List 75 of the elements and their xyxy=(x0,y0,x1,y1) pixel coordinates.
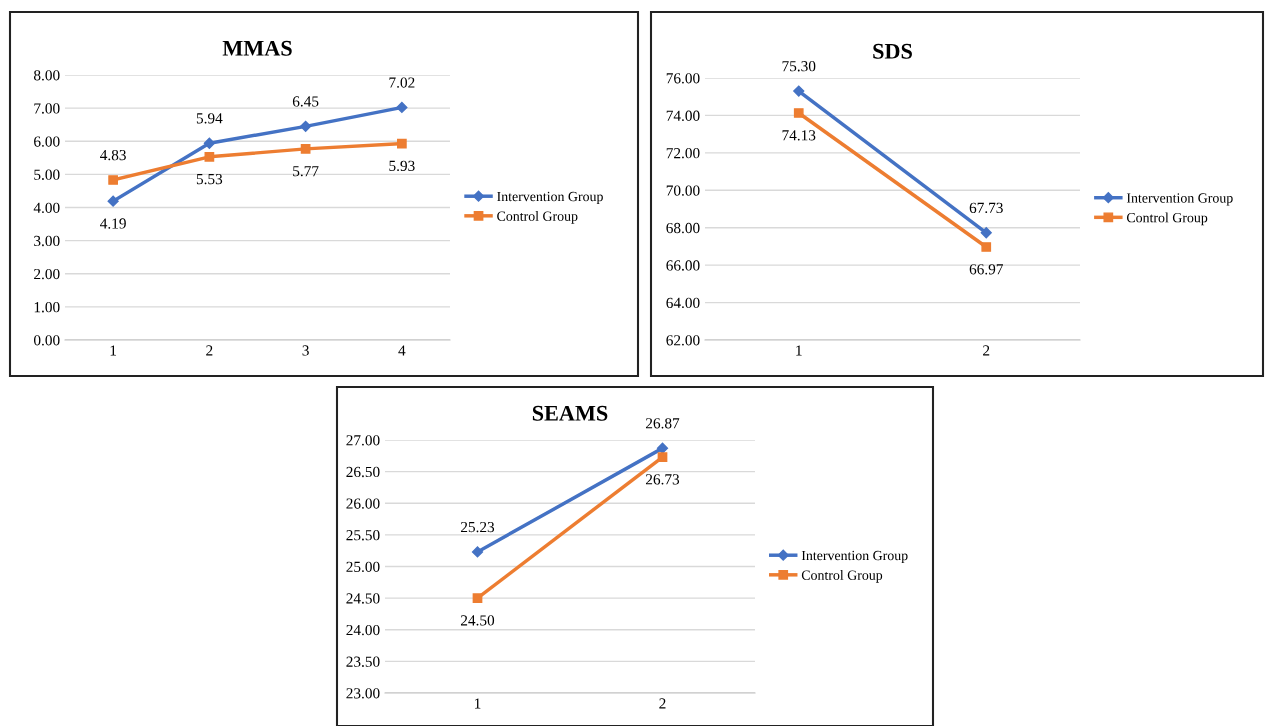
y-tick-label: 0.00 xyxy=(33,335,60,346)
chart-title: MMAS xyxy=(222,40,292,56)
data-label: 5.93 xyxy=(389,160,415,172)
data-label: 66.97 xyxy=(969,264,1003,275)
y-tick-label: 2.00 xyxy=(34,268,60,280)
x-tick-label: 3 xyxy=(302,345,309,356)
point xyxy=(204,151,215,162)
legend-label: Intervention Group xyxy=(801,550,908,564)
point xyxy=(300,120,312,132)
y-tick-label: 74.00 xyxy=(666,110,700,121)
legend-label: Intervention Group xyxy=(497,191,603,205)
y-tick-label: 76.00 xyxy=(666,73,700,84)
point xyxy=(656,442,669,454)
data-label: 5.77 xyxy=(293,166,319,177)
data-label: 4.19 xyxy=(100,218,126,229)
y-tick-label: 6.00 xyxy=(34,136,60,147)
data-label: 24.50 xyxy=(460,615,495,626)
x-tick-label: 1 xyxy=(110,345,117,356)
y-tick-label: 7.00 xyxy=(34,103,60,114)
data-label: 25.23 xyxy=(460,521,495,533)
point xyxy=(203,137,215,149)
x-tick-label: 2 xyxy=(206,345,213,356)
y-tick-label: 1.00 xyxy=(34,302,60,313)
point xyxy=(300,144,311,154)
data-label: 74.13 xyxy=(782,130,816,141)
point xyxy=(472,593,483,603)
legend-label: Control Group xyxy=(1126,212,1208,226)
point xyxy=(981,242,992,252)
point xyxy=(657,452,668,462)
point xyxy=(108,175,118,185)
point xyxy=(793,85,805,97)
x-tick-label: 2 xyxy=(659,698,666,709)
y-tick-label: 66.00 xyxy=(666,260,700,271)
point xyxy=(107,195,119,207)
y-tick-label: 62.00 xyxy=(666,335,700,346)
y-tick-label: 27.00 xyxy=(346,435,380,446)
point xyxy=(396,101,408,114)
x-tick-label: 1 xyxy=(796,345,802,356)
y-tick-label: 24.50 xyxy=(346,593,380,604)
legend-label: Control Group xyxy=(801,570,883,583)
data-label: 67.73 xyxy=(969,202,1003,214)
y-tick-label: 8.00 xyxy=(33,70,60,81)
point xyxy=(397,138,407,149)
point xyxy=(793,108,804,118)
y-tick-label: 26.50 xyxy=(346,466,380,478)
legend-label: Control Group xyxy=(497,211,578,224)
y-tick-label: 25.00 xyxy=(346,561,380,573)
y-tick-label: 64.00 xyxy=(666,297,700,309)
data-label: 6.45 xyxy=(292,96,319,107)
data-label: 5.53 xyxy=(196,173,223,185)
y-tick-label: 24.00 xyxy=(346,624,380,636)
y-tick-label: 26.00 xyxy=(346,498,380,509)
data-label: 4.83 xyxy=(100,149,126,161)
data-label: 26.73 xyxy=(645,474,680,485)
data-label: 26.87 xyxy=(645,418,680,429)
chart-title: SDS xyxy=(873,43,912,59)
y-tick-label: 4.00 xyxy=(33,202,60,214)
y-tick-label: 68.00 xyxy=(666,222,700,234)
y-tick-label: 5.00 xyxy=(34,169,60,180)
y-tick-label: 23.00 xyxy=(346,688,380,699)
x-tick-label: 1 xyxy=(475,698,481,709)
point xyxy=(471,546,484,558)
chart-title: SEAMS xyxy=(532,405,608,421)
point xyxy=(980,227,992,239)
data-label: 75.30 xyxy=(782,61,816,72)
legend-label: Intervention Group xyxy=(1126,193,1233,206)
y-tick-label: 23.50 xyxy=(346,656,380,667)
data-label: 5.94 xyxy=(196,113,223,124)
y-tick-label: 70.00 xyxy=(666,185,700,196)
y-tick-label: 25.50 xyxy=(346,530,380,541)
x-tick-label: 2 xyxy=(983,345,990,356)
y-tick-label: 72.00 xyxy=(666,148,700,159)
data-label: 7.02 xyxy=(389,77,415,88)
x-tick-label: 4 xyxy=(398,345,406,356)
y-tick-label: 3.00 xyxy=(34,235,60,247)
